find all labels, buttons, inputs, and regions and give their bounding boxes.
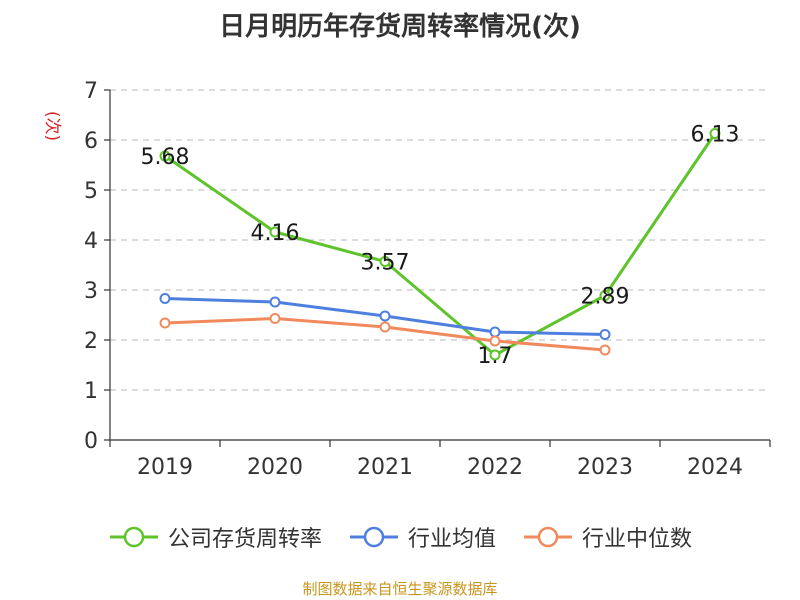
data-point xyxy=(159,293,171,304)
legend-label: 行业均值 xyxy=(407,527,496,552)
legend-label: 公司存货周转率 xyxy=(167,527,322,552)
chart-title: 日月明历年存货周转率情况(次) xyxy=(219,12,581,42)
y-axis-label: (次) xyxy=(42,111,62,141)
data-label: 5.68 xyxy=(141,145,190,170)
legend-marker-icon xyxy=(109,526,158,548)
data-point xyxy=(599,329,611,340)
data-label: 4.16 xyxy=(251,221,300,246)
data-point xyxy=(269,226,281,238)
y-tick-label: 1 xyxy=(84,379,98,404)
data-point xyxy=(489,335,501,347)
legend-item[interactable]: 行业中位数 xyxy=(522,521,692,553)
data-labels: 5.68 4.16 3.57 1.7 2.89 6.13 xyxy=(141,123,740,370)
axes: 0 1 2 3 4 5 6 7 (次) 2019 2020 2021 2022 2023 2024 xyxy=(42,79,771,480)
data-point xyxy=(379,256,391,267)
legend-marker-icon xyxy=(349,526,398,548)
data-label: 2.89 xyxy=(581,285,630,310)
source-note: 制图数据来自恒生聚源数据库 xyxy=(302,580,498,598)
data-point xyxy=(159,150,171,162)
legend-item[interactable]: 公司存货周转率 xyxy=(108,521,322,553)
data-point xyxy=(269,296,281,308)
y-tick-label: 3 xyxy=(84,279,98,304)
series-lines xyxy=(159,128,721,361)
x-tick-label: 2020 xyxy=(247,455,303,480)
data-point xyxy=(599,344,611,356)
y-tick-label: 4 xyxy=(84,229,98,254)
x-tick-label: 2024 xyxy=(687,455,743,480)
data-point xyxy=(599,290,611,301)
x-tick-label: 2023 xyxy=(577,455,633,480)
x-tick-label: 2022 xyxy=(467,455,523,480)
y-tick-label: 7 xyxy=(84,79,98,104)
data-point xyxy=(709,128,721,139)
data-point xyxy=(379,321,391,333)
legend-item[interactable]: 行业均值 xyxy=(348,521,496,553)
legend-marker-icon xyxy=(524,526,572,548)
y-tick-label: 6 xyxy=(84,129,98,154)
data-label: 1.7 xyxy=(478,344,513,369)
grid-lines xyxy=(110,89,770,391)
data-point xyxy=(159,317,171,329)
data-point xyxy=(489,326,501,338)
data-point xyxy=(489,349,501,361)
data-point xyxy=(269,313,281,324)
data-label: 6.13 xyxy=(691,123,740,148)
y-tick-label: 5 xyxy=(84,179,98,204)
series-line xyxy=(164,132,717,357)
legend: 公司存货周转率 行业均值 行业中位数 xyxy=(0,520,800,554)
y-tick-label: 0 xyxy=(84,429,98,454)
y-tick-label: 2 xyxy=(84,329,98,354)
data-point xyxy=(379,310,391,322)
data-label: 3.57 xyxy=(361,251,410,276)
x-tick-label: 2019 xyxy=(137,455,193,480)
legend-label: 行业中位数 xyxy=(582,527,693,552)
x-tick-label: 2021 xyxy=(357,455,413,480)
